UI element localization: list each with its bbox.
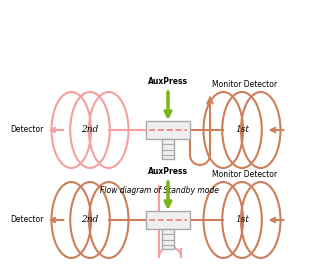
- Text: Detector: Detector: [10, 125, 44, 134]
- Text: AuxPress: AuxPress: [148, 167, 188, 176]
- Text: Flow diagram of Standby mode: Flow diagram of Standby mode: [100, 186, 219, 195]
- Text: Detector: Detector: [10, 215, 44, 224]
- Text: 1st: 1st: [235, 125, 249, 134]
- Text: Monitor Detector: Monitor Detector: [212, 170, 277, 179]
- Text: Monitor Detector: Monitor Detector: [212, 80, 277, 89]
- FancyBboxPatch shape: [146, 121, 190, 139]
- Text: 1st: 1st: [235, 215, 249, 224]
- FancyBboxPatch shape: [162, 229, 174, 249]
- Text: 2nd: 2nd: [81, 125, 99, 134]
- Text: AuxPress: AuxPress: [148, 77, 188, 86]
- FancyBboxPatch shape: [162, 139, 174, 159]
- Text: 2nd: 2nd: [81, 215, 99, 224]
- FancyBboxPatch shape: [146, 211, 190, 229]
